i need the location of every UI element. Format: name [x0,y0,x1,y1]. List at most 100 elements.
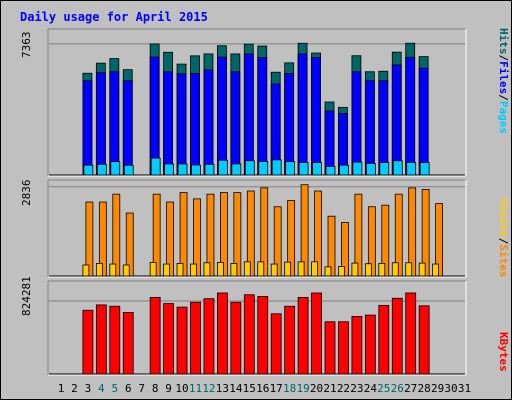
kbytes-bar [149,296,161,375]
kbytes-ymax-label: 824281 [20,276,33,316]
visits-bar [284,261,292,277]
hits-ymax-label: 7363 [20,32,33,59]
kbytes-bar [230,301,242,375]
x-tick-label: 14 [229,382,243,395]
visits-bar [243,261,251,277]
kbytes-bar [311,292,322,375]
files-bar [95,72,106,176]
files-bar [418,67,429,176]
kbytes-bar [297,296,309,375]
visits-bar [432,263,440,277]
visits-bar [311,261,318,277]
files-bar [284,73,295,176]
sites-bar [354,193,363,277]
legend-sep-1: / [497,55,510,62]
kbytes-bar [391,297,403,375]
files-bar [297,53,308,176]
kbytes-bar [351,316,363,375]
legend-visits: Visits [497,198,510,238]
pages-bar [392,160,403,176]
sites-bar [435,203,444,277]
x-tick-label: 10 [175,382,188,395]
legend-hits: Hits [497,28,510,55]
sites-bar [394,193,403,277]
sites-bar [300,184,309,277]
visits-bar [216,262,224,277]
sites-bar [206,193,215,277]
legend-sites-visits: Visits/Sites [497,198,510,278]
visits-bar [405,262,413,277]
x-tick-label: 20 [310,382,323,395]
visits-bar [418,262,426,277]
x-tick-label: 12 [202,382,215,395]
files-bar [109,71,120,176]
files-bar [324,110,335,176]
x-tick-label: 25 [377,382,390,395]
sites-bar [219,192,228,277]
kbytes-bar [95,304,107,375]
files-bar [216,56,227,176]
kbytes-bar [405,292,417,375]
x-tick-label: 23 [350,382,363,395]
files-bar [230,71,241,176]
kbytes-bar [284,305,296,375]
legend-pages-files-hits: Hits/Files/Pages [497,28,510,134]
visits-bar [351,262,359,277]
files-bar [243,53,254,176]
visits-bar [257,261,265,277]
x-tick-label: 11 [189,382,202,395]
sites-bar [273,206,282,277]
legend-sep-3: / [497,238,510,245]
files-bar [149,56,160,176]
kbytes-bar [324,321,336,375]
x-tick-label: 1 [58,382,65,395]
x-tick-label: 6 [125,382,132,395]
visits-bar [270,263,278,277]
pages-bar [123,164,134,176]
pages-bar [96,163,107,176]
files-bar [378,80,389,176]
sites-bar [193,198,201,277]
sites-ymax-label: 2836 [20,180,33,207]
x-tick-label: 28 [418,382,431,395]
kbytes-bar [190,301,201,375]
panel-sites [48,180,466,277]
x-tick-label: 2 [71,382,78,395]
files-bar [391,64,402,176]
files-bar [190,73,200,176]
visits-bar [338,266,345,277]
pages-bar [298,162,309,176]
x-tick-label: 13 [216,382,229,395]
sites-bar [314,190,322,277]
sites-bar [98,201,107,277]
legend-sites: Sites [497,244,510,277]
files-bar [203,69,214,176]
files-bar [82,80,93,176]
visits-bar [378,263,386,277]
files-bar [163,71,174,176]
files-bar [405,56,416,176]
pages-bar [339,164,349,176]
legend-sep-2: / [497,94,510,101]
pages-bar [177,163,188,176]
pages-bar [258,161,269,176]
x-tick-label: 5 [111,382,118,395]
visits-bar [163,263,171,277]
visits-bar [95,263,103,277]
pages-bar [365,163,376,176]
kbytes-bar [418,305,430,375]
x-tick-label: 27 [404,382,417,395]
kbytes-bar [257,296,269,375]
sites-bar [166,201,175,277]
files-bar [122,80,133,176]
kbytes-bar [109,305,121,375]
files-bar [364,80,375,176]
x-tick-label: 29 [431,382,444,395]
kbytes-bar [364,314,376,375]
sites-bar [233,192,242,277]
x-tick-label: 18 [283,382,296,395]
pages-bar [271,159,282,176]
visits-bar [190,263,197,277]
visits-bar [109,263,117,277]
